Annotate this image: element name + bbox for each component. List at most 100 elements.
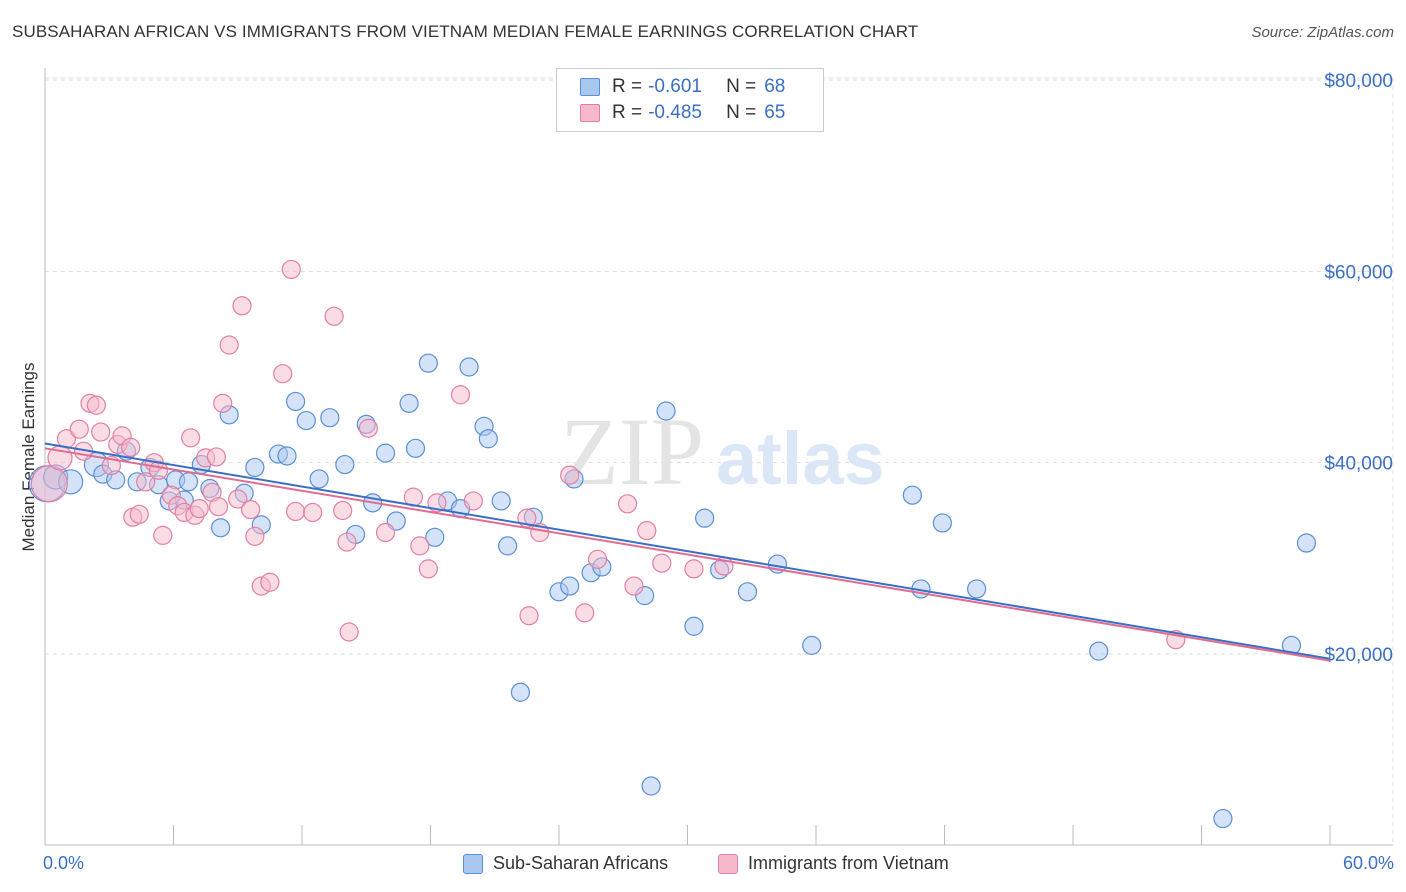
data-point-sub-saharan <box>425 527 445 547</box>
data-point-vietnam <box>410 536 430 556</box>
axes <box>44 68 1393 846</box>
data-point-vietnam <box>232 296 252 316</box>
data-point-vietnam <box>273 364 293 384</box>
y-tick-label: $60,000 <box>1324 262 1393 283</box>
data-point-vietnam <box>339 622 359 642</box>
data-point-vietnam <box>260 572 280 592</box>
data-point-vietnam <box>281 259 301 280</box>
data-point-vietnam <box>189 498 209 519</box>
legend-swatch-blue <box>463 853 483 874</box>
data-point-vietnam <box>129 504 149 524</box>
data-point-vietnam <box>206 447 226 467</box>
data-point-sub-saharan <box>277 446 297 466</box>
stats-row-sub-saharan: R = -0.601 N = 68 <box>557 74 785 100</box>
data-point-vietnam <box>519 606 539 626</box>
data-point-sub-saharan <box>695 508 715 528</box>
data-point-vietnam <box>684 559 704 579</box>
data-point-sub-saharan <box>478 429 498 449</box>
data-point-vietnam <box>245 526 265 546</box>
n-label: N = <box>726 102 757 123</box>
data-point-vietnam <box>463 491 483 511</box>
data-point-sub-saharan <box>656 401 676 421</box>
x-tick-label-min: 0.0% <box>43 853 84 873</box>
stats-legend: R = -0.601 N = 68 R = -0.485 N = 65 <box>556 68 824 132</box>
data-point-vietnam <box>575 603 595 623</box>
data-point-vietnam <box>358 418 378 438</box>
data-point-vietnam <box>427 493 447 513</box>
trend-lines <box>44 442 1331 662</box>
data-point-sub-saharan <box>560 576 580 596</box>
r-value: -0.601 <box>648 76 702 97</box>
y-axis-label: Median Female Earnings <box>19 363 38 552</box>
data-point-vietnam <box>617 494 638 514</box>
data-point-sub-saharan <box>491 491 511 511</box>
data-point-sub-saharan <box>178 472 199 492</box>
data-point-sub-saharan <box>498 536 518 556</box>
data-point-vietnam <box>624 576 644 596</box>
data-point-vietnam <box>208 497 229 517</box>
data-point-sub-saharan <box>1213 808 1233 829</box>
data-point-vietnam <box>121 437 141 457</box>
data-point-vietnam <box>91 422 111 442</box>
data-point-sub-saharan <box>641 776 661 796</box>
legend-swatch-pink <box>580 104 600 122</box>
stats-row-vietnam: R = -0.485 N = 65 <box>557 100 785 126</box>
data-point-vietnam <box>587 549 608 569</box>
data-point-vietnam <box>637 520 657 541</box>
legend-item-sub-saharan[interactable]: Sub-Saharan Africans <box>463 853 668 874</box>
data-point-vietnam <box>450 385 471 405</box>
data-point-vietnam <box>69 419 89 439</box>
series-vietnam-points <box>30 259 1186 650</box>
legend-label: Sub-Saharan Africans <box>493 853 669 873</box>
data-point-vietnam <box>324 306 344 326</box>
data-point-vietnam <box>375 522 396 543</box>
legend-swatch-blue <box>580 78 600 96</box>
y-tick-label: $40,000 <box>1324 454 1393 475</box>
data-point-vietnam <box>213 393 233 413</box>
data-point-vietnam <box>333 500 353 521</box>
data-point-sub-saharan <box>967 579 987 599</box>
y-tick-label: $20,000 <box>1324 645 1393 666</box>
n-value: 65 <box>764 102 786 123</box>
y-tick-label: $80,000 <box>1324 71 1393 92</box>
data-point-vietnam <box>228 489 248 509</box>
data-point-vietnam <box>219 335 239 355</box>
legend-item-vietnam[interactable]: Immigrants from Vietnam <box>718 853 949 874</box>
watermark-atlas: atlas <box>716 417 885 500</box>
watermark-zip: ZIP <box>560 398 704 505</box>
legend-label: Immigrants from Vietnam <box>748 853 949 873</box>
data-point-sub-saharan <box>737 582 758 602</box>
n-value: 68 <box>764 76 786 97</box>
chart-title: SUBSAHARAN AFRICAN VS IMMIGRANTS FROM VI… <box>12 22 919 41</box>
data-point-sub-saharan <box>684 616 704 636</box>
data-point-sub-saharan <box>802 635 822 655</box>
data-point-vietnam <box>285 501 306 522</box>
data-point-sub-saharan <box>510 682 531 702</box>
data-point-vietnam <box>153 525 173 545</box>
data-point-sub-saharan <box>375 443 396 463</box>
data-point-sub-saharan <box>932 513 952 533</box>
data-point-sub-saharan <box>309 469 329 489</box>
data-point-sub-saharan <box>1296 533 1317 553</box>
data-point-sub-saharan <box>320 408 340 428</box>
series-legend: Sub-Saharan Africans Immigrants from Vie… <box>0 853 1406 877</box>
x-tick-labels: 0.0% 60.0% <box>43 853 1394 873</box>
data-point-vietnam <box>560 465 580 485</box>
data-point-vietnam <box>136 472 156 492</box>
r-value: -0.485 <box>648 102 702 123</box>
legend-swatch-pink <box>718 853 738 874</box>
r-label: R = <box>612 76 643 97</box>
data-point-sub-saharan <box>405 438 426 458</box>
data-point-vietnam <box>652 553 672 573</box>
trend-line-vietnam <box>44 447 1331 662</box>
data-point-sub-saharan <box>399 393 419 413</box>
n-label: N = <box>726 76 757 97</box>
data-point-vietnam <box>30 465 68 503</box>
data-point-sub-saharan <box>296 410 316 431</box>
data-point-vietnam <box>418 559 438 579</box>
data-point-vietnam <box>181 428 201 448</box>
data-point-sub-saharan <box>418 353 438 373</box>
data-point-vietnam <box>337 532 357 552</box>
data-point-vietnam <box>303 502 323 523</box>
data-point-sub-saharan <box>211 518 231 538</box>
